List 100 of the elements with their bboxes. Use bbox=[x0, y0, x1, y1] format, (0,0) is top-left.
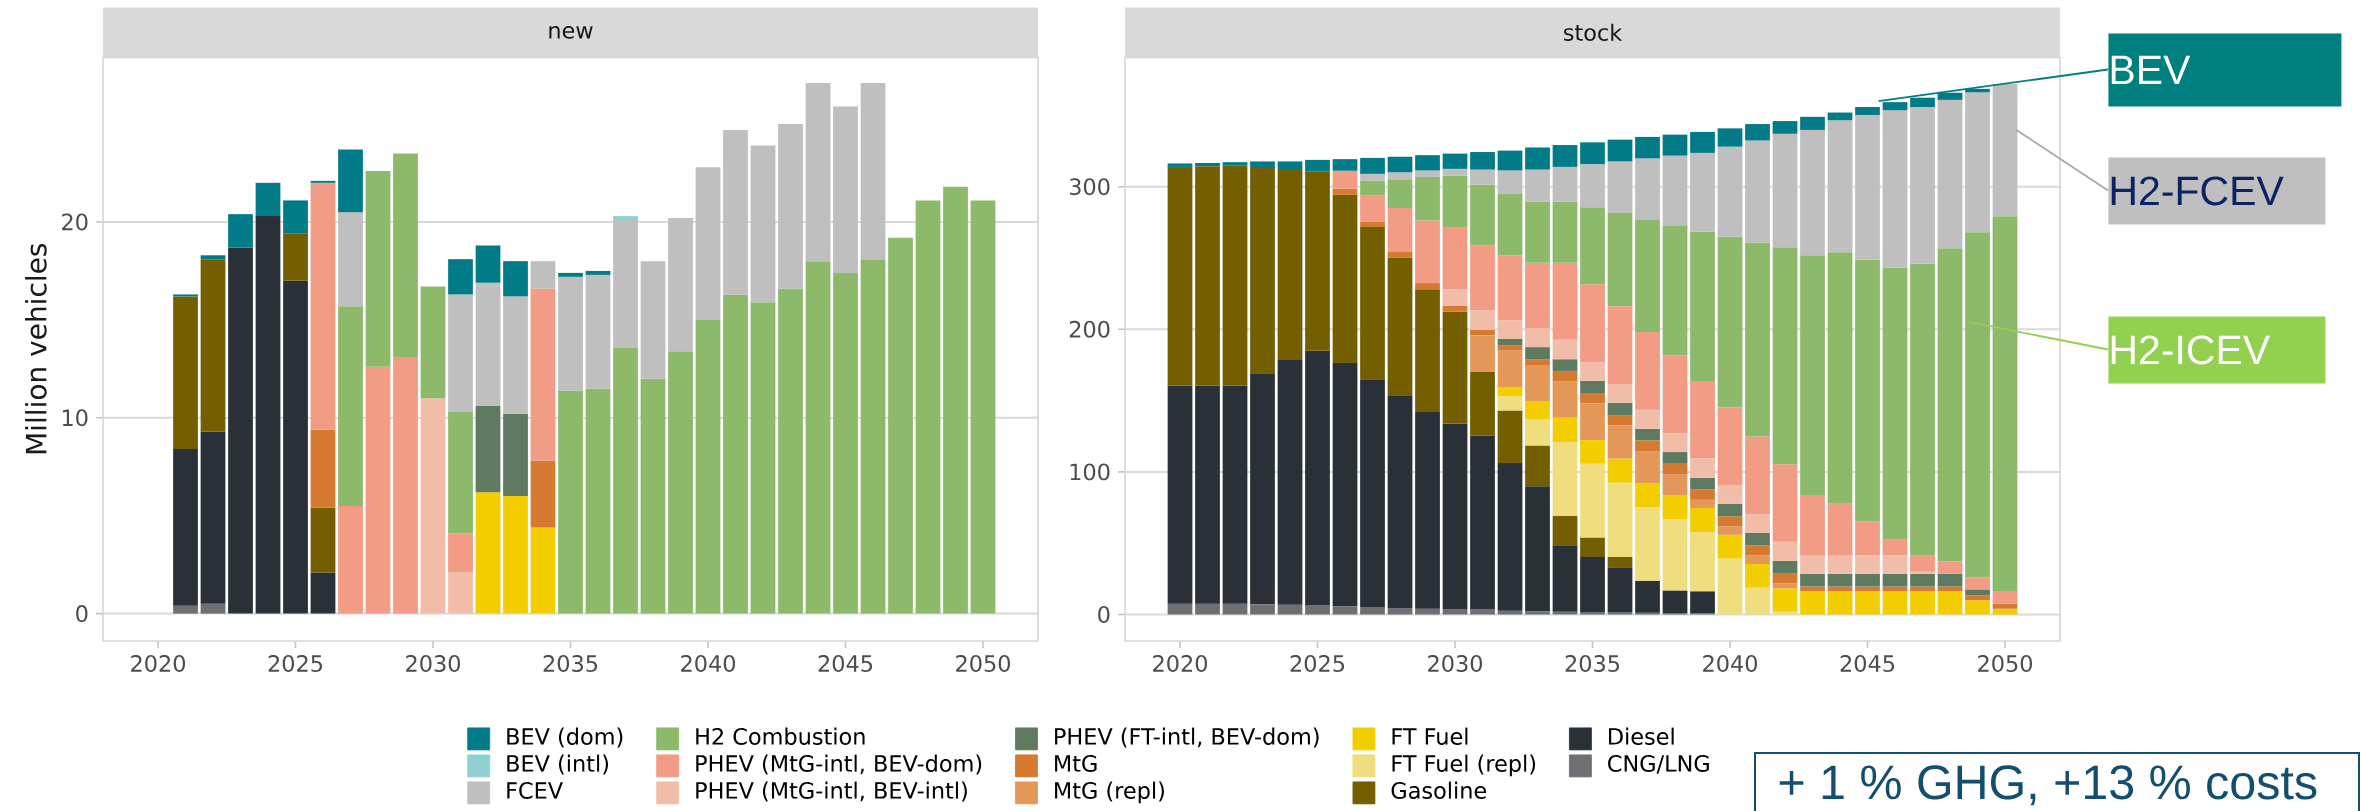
y-tick-label: 0 bbox=[76, 605, 88, 623]
bar bbox=[1717, 128, 1743, 147]
bar bbox=[805, 261, 831, 614]
bar bbox=[1470, 310, 1495, 330]
legend-label: PHEV (MtG-intl, BEV-dom) bbox=[696, 754, 982, 775]
legend-label: Diesel bbox=[1609, 727, 1674, 745]
bar bbox=[558, 272, 583, 277]
legend-label: PHEV (MtG-intl, BEV-intl) bbox=[696, 781, 967, 802]
bar bbox=[1525, 486, 1550, 612]
bar bbox=[1442, 227, 1468, 290]
legend-label: BEV (dom) bbox=[507, 727, 623, 748]
bar bbox=[1167, 603, 1193, 615]
bar bbox=[1525, 359, 1550, 366]
bar bbox=[1580, 361, 1605, 381]
x-tick-label: 2050 bbox=[956, 655, 1011, 673]
bar bbox=[1525, 401, 1550, 419]
bar bbox=[530, 288, 556, 461]
bar bbox=[365, 366, 391, 614]
bar bbox=[1360, 195, 1385, 222]
bar bbox=[1827, 502, 1853, 556]
bar bbox=[613, 220, 638, 348]
bar bbox=[1772, 541, 1798, 561]
bar bbox=[228, 214, 253, 248]
bar bbox=[1470, 152, 1495, 170]
bar bbox=[338, 212, 363, 307]
bar bbox=[338, 149, 363, 213]
bar bbox=[503, 261, 528, 297]
bar bbox=[1470, 609, 1495, 615]
bar bbox=[338, 306, 363, 506]
bar bbox=[1167, 163, 1193, 167]
bar bbox=[1745, 242, 1770, 437]
bar bbox=[1827, 591, 1853, 615]
bar bbox=[1277, 170, 1303, 360]
bar bbox=[1580, 440, 1605, 464]
bar bbox=[723, 129, 748, 295]
bar bbox=[1965, 589, 1990, 596]
bar bbox=[1827, 252, 1853, 503]
bar bbox=[1992, 591, 2018, 604]
bar bbox=[833, 272, 858, 614]
bar bbox=[1195, 385, 1220, 604]
bar bbox=[1635, 409, 1660, 429]
bar bbox=[1305, 350, 1330, 606]
bar bbox=[420, 286, 446, 399]
bar bbox=[1552, 417, 1578, 442]
bar bbox=[1662, 474, 1688, 496]
bar bbox=[1772, 583, 1798, 589]
bar bbox=[1662, 134, 1688, 156]
bar bbox=[1800, 495, 1825, 556]
bar bbox=[1470, 169, 1495, 185]
bar bbox=[475, 282, 501, 407]
bar bbox=[1662, 225, 1688, 356]
bar bbox=[1580, 403, 1605, 441]
bar bbox=[1387, 608, 1413, 615]
bar bbox=[1277, 604, 1303, 615]
bar bbox=[503, 496, 528, 614]
bar bbox=[1855, 106, 1880, 115]
bar bbox=[1882, 555, 1908, 574]
bar bbox=[1607, 458, 1633, 483]
bar bbox=[393, 357, 418, 614]
bar bbox=[1250, 373, 1275, 605]
legend-label: Gasoline bbox=[1391, 781, 1487, 799]
bar bbox=[1332, 159, 1358, 171]
bar bbox=[1855, 555, 1880, 574]
x-tick-label: 2045 bbox=[1840, 655, 1895, 672]
bar bbox=[530, 527, 556, 614]
bar bbox=[1525, 262, 1550, 329]
bar bbox=[1827, 555, 1853, 574]
bar bbox=[1360, 180, 1385, 196]
bar bbox=[1360, 221, 1385, 228]
bar bbox=[1607, 415, 1633, 426]
bar bbox=[750, 145, 776, 303]
bar bbox=[1992, 603, 2018, 609]
legend-label: CNG/LNG bbox=[1608, 754, 1709, 774]
y-tick-label: 0 bbox=[1098, 606, 1110, 623]
bar bbox=[1745, 587, 1770, 615]
bar bbox=[695, 319, 721, 614]
bar bbox=[1772, 133, 1798, 248]
bar bbox=[1497, 150, 1523, 171]
bar bbox=[475, 406, 501, 493]
bar bbox=[585, 388, 611, 614]
bar bbox=[1717, 146, 1743, 237]
bar bbox=[1580, 207, 1605, 285]
bar bbox=[1662, 518, 1688, 591]
bar bbox=[1552, 166, 1578, 202]
bar bbox=[1415, 176, 1440, 221]
bar bbox=[1690, 231, 1715, 381]
bar bbox=[1415, 289, 1440, 412]
x-tick-label: 2030 bbox=[1428, 655, 1483, 672]
bar bbox=[1910, 555, 1935, 572]
x-tick-label: 2030 bbox=[406, 655, 461, 673]
bar bbox=[1717, 516, 1743, 527]
legend-label: H2 Combustion bbox=[696, 727, 865, 745]
bar bbox=[1222, 385, 1248, 604]
bar bbox=[1497, 396, 1523, 411]
legend-label: FT Fuel bbox=[1392, 727, 1468, 745]
bar bbox=[1607, 557, 1633, 568]
bar bbox=[1607, 482, 1633, 558]
bar bbox=[1470, 329, 1495, 336]
bar bbox=[1497, 170, 1523, 195]
bar bbox=[173, 449, 198, 606]
